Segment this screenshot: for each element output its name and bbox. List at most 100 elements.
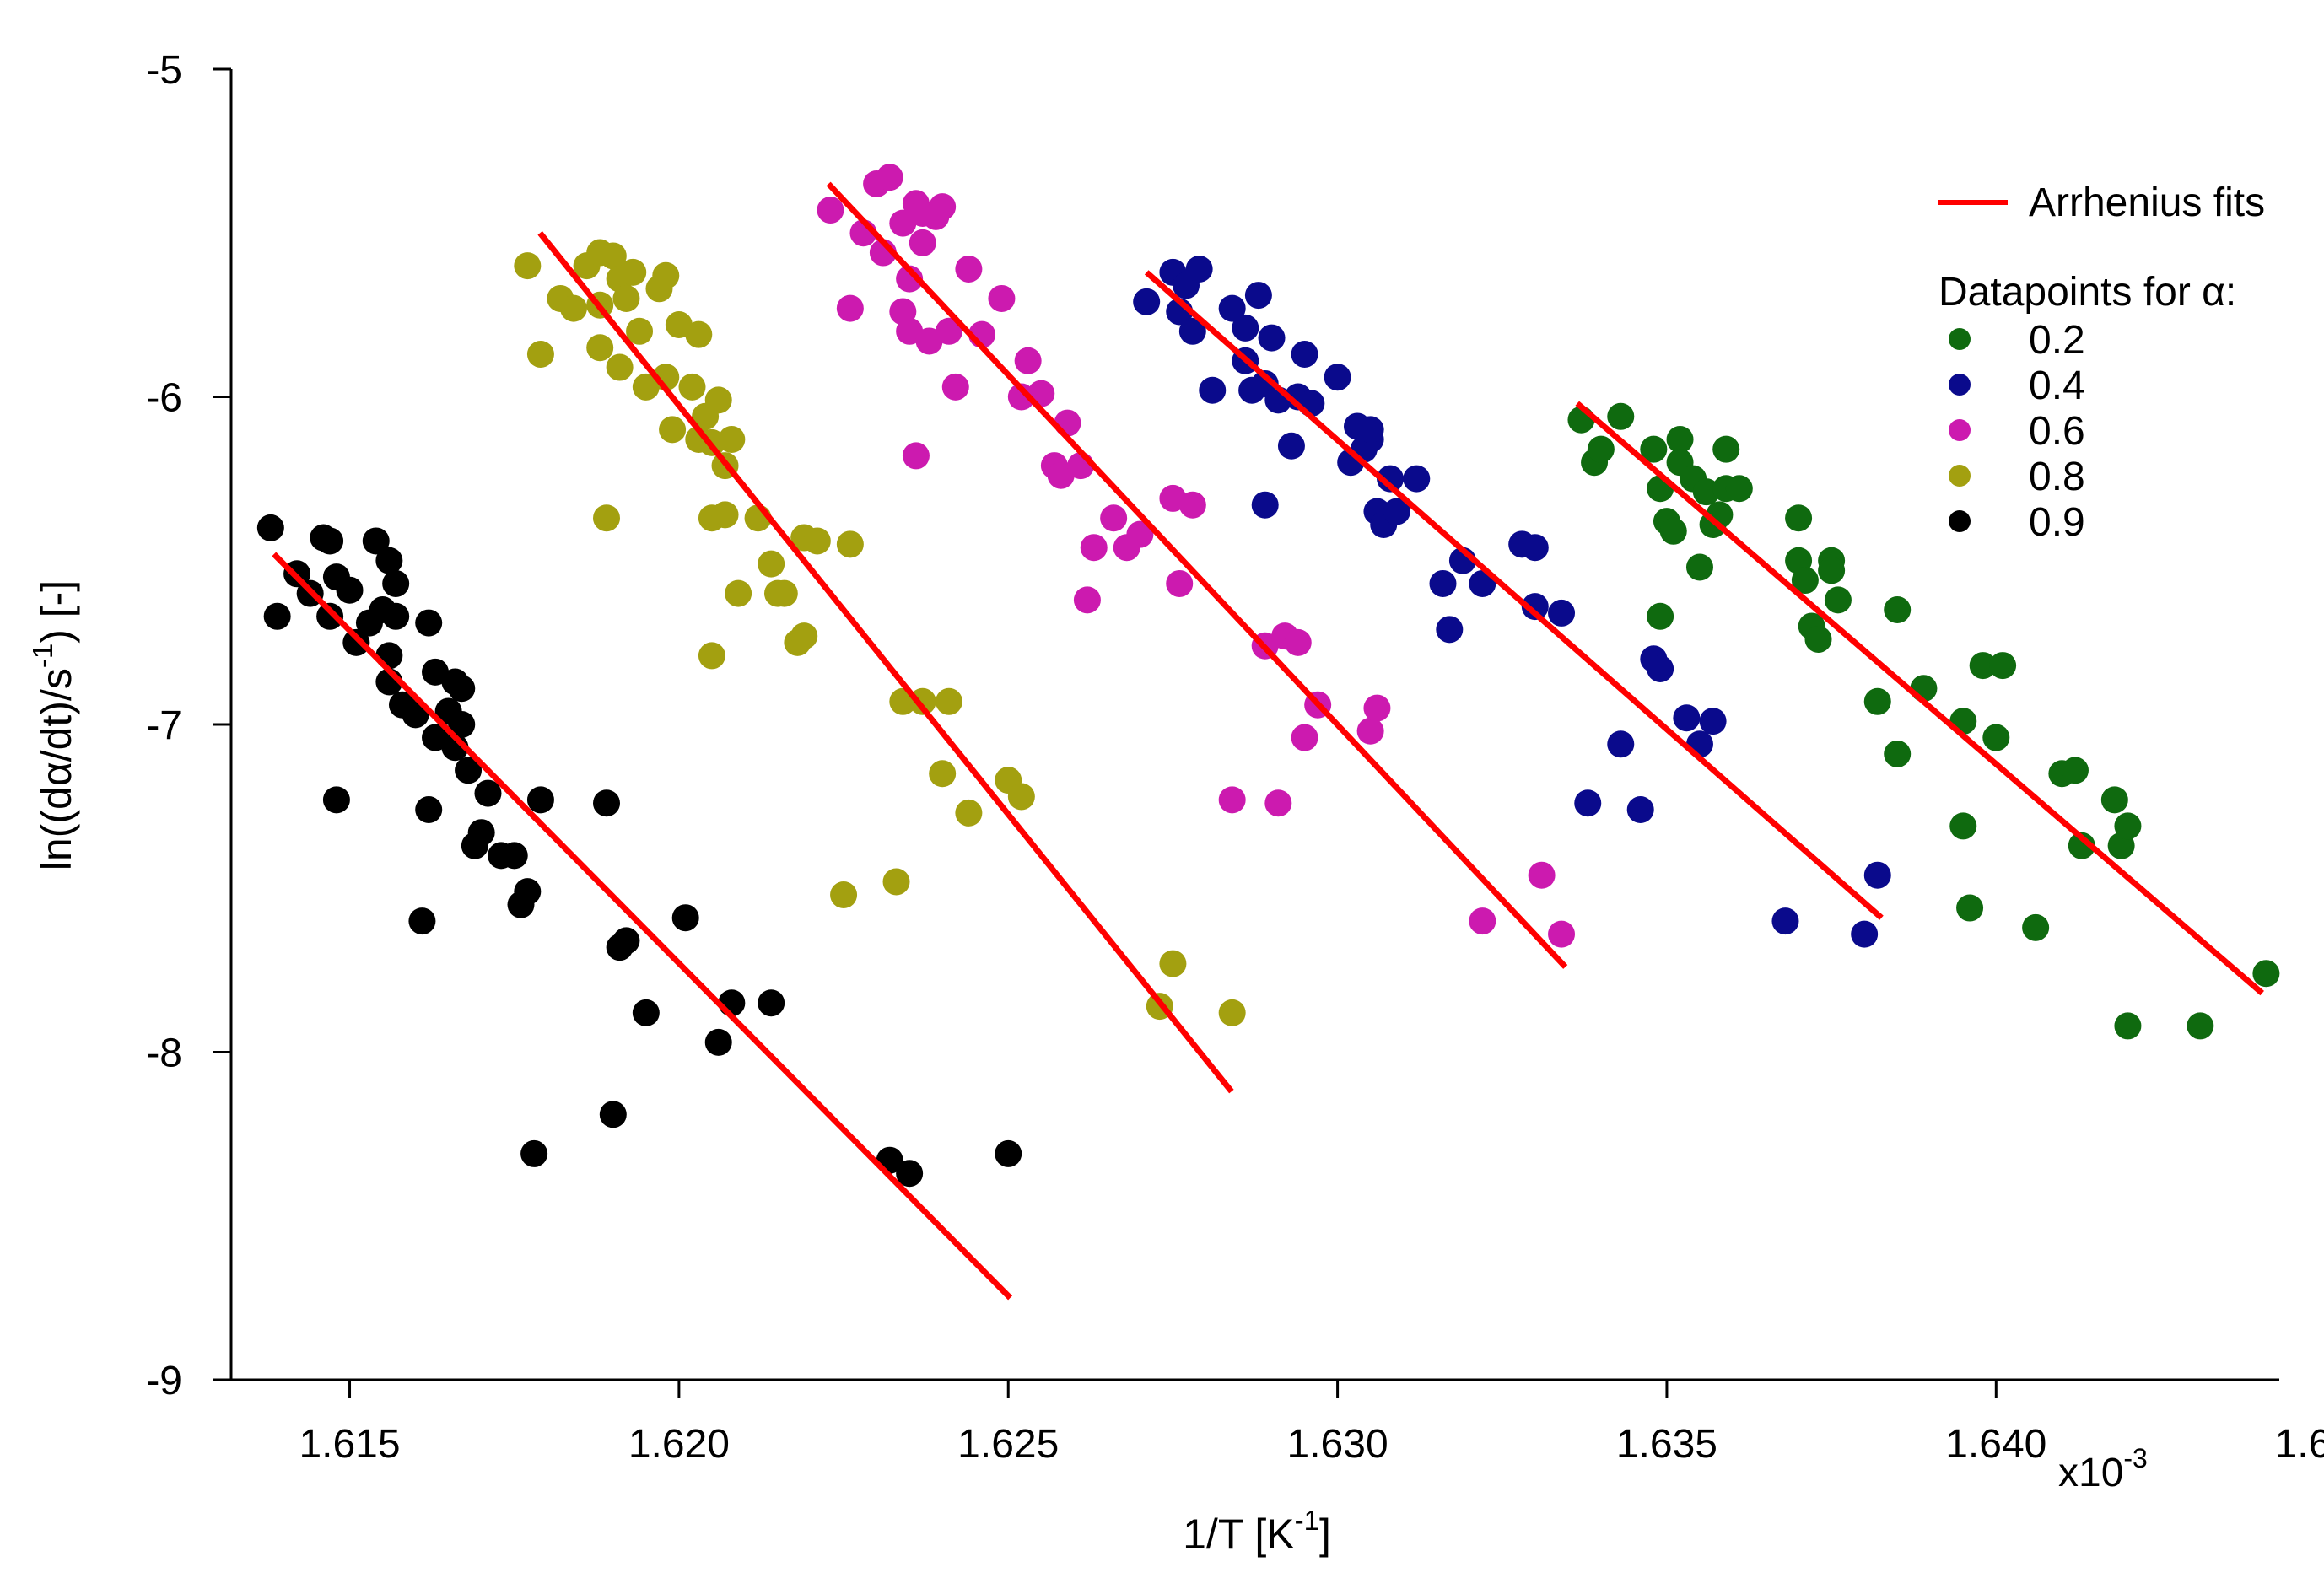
- data-point-alpha-06: [1218, 786, 1246, 814]
- data-point-alpha-04: [1607, 730, 1635, 758]
- data-point-alpha-06: [1014, 347, 1042, 374]
- data-point-alpha-06: [988, 284, 1016, 312]
- data-point-alpha-04: [1218, 294, 1246, 322]
- x-tick-label: 1.620: [628, 1422, 730, 1467]
- data-point-alpha-08: [652, 261, 680, 289]
- data-point-alpha-04: [1133, 288, 1161, 315]
- legend-points-title: Datapoints for α:: [1938, 270, 2236, 315]
- data-point-alpha-02: [1884, 740, 1912, 767]
- data-point-alpha-09: [316, 602, 344, 630]
- data-point-alpha-08: [1159, 950, 1187, 977]
- data-point-alpha-09: [448, 711, 476, 738]
- data-point-alpha-04: [1199, 376, 1227, 404]
- data-point-alpha-02: [1982, 724, 2010, 751]
- data-point-alpha-02: [1712, 435, 1740, 463]
- data-point-alpha-06: [1166, 569, 1194, 597]
- data-point-alpha-08: [559, 294, 587, 322]
- data-point-alpha-04: [1863, 861, 1891, 889]
- x-tick-label: 1.630: [1287, 1422, 1388, 1467]
- data-point-alpha-06: [909, 229, 936, 256]
- data-point-alpha-02: [1685, 553, 1713, 581]
- data-point-alpha-08: [830, 881, 858, 909]
- fit-line-alpha-02: [1575, 401, 2264, 996]
- y-ticks: -5 -6 -7 -8 -9: [146, 48, 231, 1403]
- x-axis-title-end: ]: [1319, 1511, 1331, 1558]
- data-point-alpha-09: [474, 779, 502, 807]
- data-point-alpha-02: [1785, 504, 1813, 532]
- data-point-alpha-09: [382, 602, 410, 630]
- legend: Arrhenius fits Datapoints for α: 0.20.40…: [1938, 180, 2265, 545]
- data-point-alpha-09: [256, 514, 284, 541]
- data-point-alpha-02: [2022, 913, 2050, 941]
- data-point-alpha-04: [1699, 708, 1727, 735]
- y-tick-label: -5: [146, 48, 182, 93]
- data-point-alpha-04: [1626, 796, 1654, 824]
- data-point-alpha-09: [995, 1139, 1022, 1167]
- y-axis-title: ln((dα/dt)/s-1) [-]: [27, 580, 80, 870]
- data-point-alpha-06: [1080, 534, 1108, 562]
- data-point-alpha-06: [817, 197, 844, 224]
- data-point-alpha-04: [1548, 599, 1576, 627]
- legend-marker-alpha-04: [1949, 374, 1971, 396]
- legend-marker-alpha-09: [1949, 510, 1971, 532]
- x-tick-label: 1.625: [957, 1422, 1059, 1467]
- legend-label-alpha-02: 0.2: [2029, 318, 2085, 363]
- x-axis-title-main: 1/T [K: [1183, 1511, 1294, 1558]
- data-point-alpha-06: [876, 164, 903, 191]
- data-point-alpha-08: [526, 340, 554, 368]
- legend-entries: 0.20.40.60.80.9: [1949, 318, 2085, 545]
- data-point-alpha-02: [1824, 586, 1852, 614]
- data-point-alpha-02: [1989, 652, 2017, 680]
- data-point-alpha-02: [1863, 687, 1891, 715]
- data-point-alpha-09: [263, 602, 291, 630]
- data-point-alpha-09: [599, 1101, 627, 1128]
- data-point-alpha-06: [1126, 520, 1154, 548]
- legend-marker-alpha-08: [1949, 465, 1971, 487]
- data-point-alpha-02: [1659, 517, 1687, 545]
- fit-line-alpha-04: [1144, 270, 1884, 920]
- data-point-alpha-09: [500, 842, 528, 870]
- data-point-alpha-09: [758, 989, 785, 1017]
- data-point-alpha-06: [836, 294, 864, 322]
- data-point-alpha-02: [1725, 475, 1753, 503]
- y-tick-label: -9: [146, 1359, 182, 1403]
- data-point-alpha-02: [1949, 812, 1977, 840]
- legend-label-alpha-06: 0.6: [2029, 409, 2085, 454]
- data-point-alpha-06: [896, 265, 924, 293]
- y-tick-label: -7: [146, 703, 182, 748]
- data-point-alpha-08: [593, 504, 621, 532]
- fit-lines: [272, 181, 2264, 1301]
- data-points: [256, 164, 2280, 1188]
- data-point-alpha-04: [1324, 364, 1351, 391]
- data-point-alpha-02: [1640, 435, 1668, 463]
- data-point-alpha-09: [526, 786, 554, 814]
- data-point-alpha-04: [1521, 534, 1549, 562]
- data-point-alpha-09: [342, 628, 370, 656]
- data-point-alpha-06: [1178, 491, 1206, 519]
- data-point-alpha-09: [448, 675, 476, 703]
- data-point-alpha-09: [671, 904, 699, 932]
- data-point-alpha-08: [704, 386, 732, 414]
- data-point-alpha-09: [520, 1139, 548, 1167]
- data-point-alpha-02: [1969, 652, 1997, 680]
- data-point-alpha-08: [935, 687, 962, 715]
- data-point-alpha-06: [935, 317, 962, 345]
- x-tick-label: 1.635: [1616, 1422, 1717, 1467]
- data-point-alpha-04: [1771, 907, 1799, 935]
- data-point-alpha-02: [2068, 832, 2095, 859]
- data-point-alpha-04: [1178, 317, 1206, 345]
- data-point-alpha-08: [606, 353, 634, 381]
- y-tick-label: -8: [146, 1031, 182, 1076]
- data-point-alpha-04: [1244, 282, 1272, 310]
- y-axis-title-main: ln((dα/dt)/s: [33, 668, 80, 870]
- data-point-alpha-04: [1277, 432, 1305, 460]
- data-point-alpha-02: [1647, 602, 1674, 630]
- x-ticks: 1.615 1.620 1.625 1.630 1.635 1.640 1.645: [299, 1380, 2324, 1467]
- data-point-alpha-09: [612, 927, 640, 955]
- data-point-alpha-08: [612, 284, 640, 312]
- data-point-alpha-06: [1528, 861, 1556, 889]
- data-point-alpha-06: [1363, 694, 1391, 722]
- data-point-alpha-09: [362, 527, 390, 555]
- data-point-alpha-08: [725, 579, 752, 607]
- data-point-alpha-04: [1383, 498, 1410, 525]
